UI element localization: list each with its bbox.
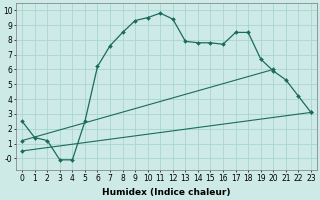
X-axis label: Humidex (Indice chaleur): Humidex (Indice chaleur) <box>102 188 231 197</box>
